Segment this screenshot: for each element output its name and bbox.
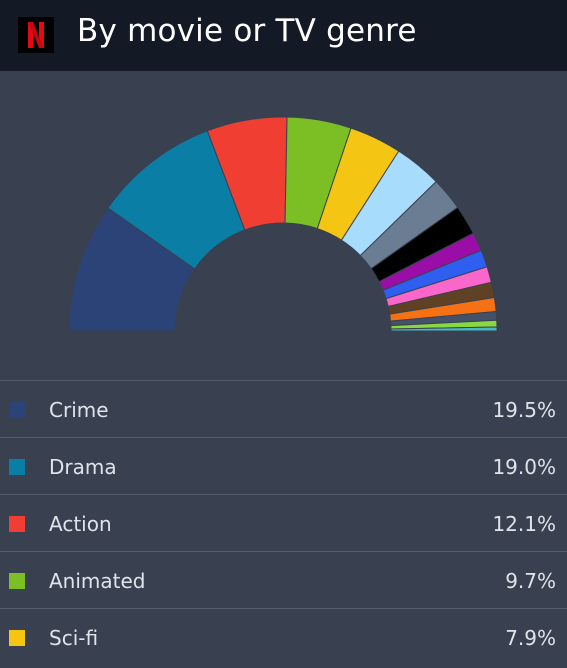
legend-value: 12.1% [492,512,556,536]
legend-value: 7.9% [505,626,556,650]
legend-row-animated[interactable]: Animated 9.7% [0,551,567,608]
legend-label: Animated [49,569,146,593]
legend-row-action[interactable]: Action 12.1% [0,494,567,551]
legend-swatch [9,516,25,532]
legend-label: Sci-fi [49,626,99,650]
legend-value: 19.0% [492,455,556,479]
legend-value: 19.5% [492,398,556,422]
page-title: By movie or TV genre [77,13,417,49]
legend-swatch [9,459,25,475]
legend-row-sci-fi[interactable]: Sci-fi 7.9% [0,608,567,665]
legend-swatch [9,630,25,646]
legend-label: Crime [49,398,109,422]
netflix-logo-icon [18,17,54,53]
legend-label: Action [49,512,112,536]
legend-label: Drama [49,455,117,479]
legend-swatch [9,573,25,589]
legend-swatch [9,402,25,418]
genre-chart [0,71,567,380]
legend-row-drama[interactable]: Drama 19.0% [0,437,567,494]
legend-value: 9.7% [505,569,556,593]
half-donut-chart [68,116,498,332]
legend-row-crime[interactable]: Crime 19.5% [0,380,567,437]
genre-legend: Crime 19.5% Drama 19.0% Action 12.1% Animated 9… [0,380,567,665]
pie-slice-15[interactable] [390,326,498,332]
header-bar: By movie or TV genre [0,0,567,71]
